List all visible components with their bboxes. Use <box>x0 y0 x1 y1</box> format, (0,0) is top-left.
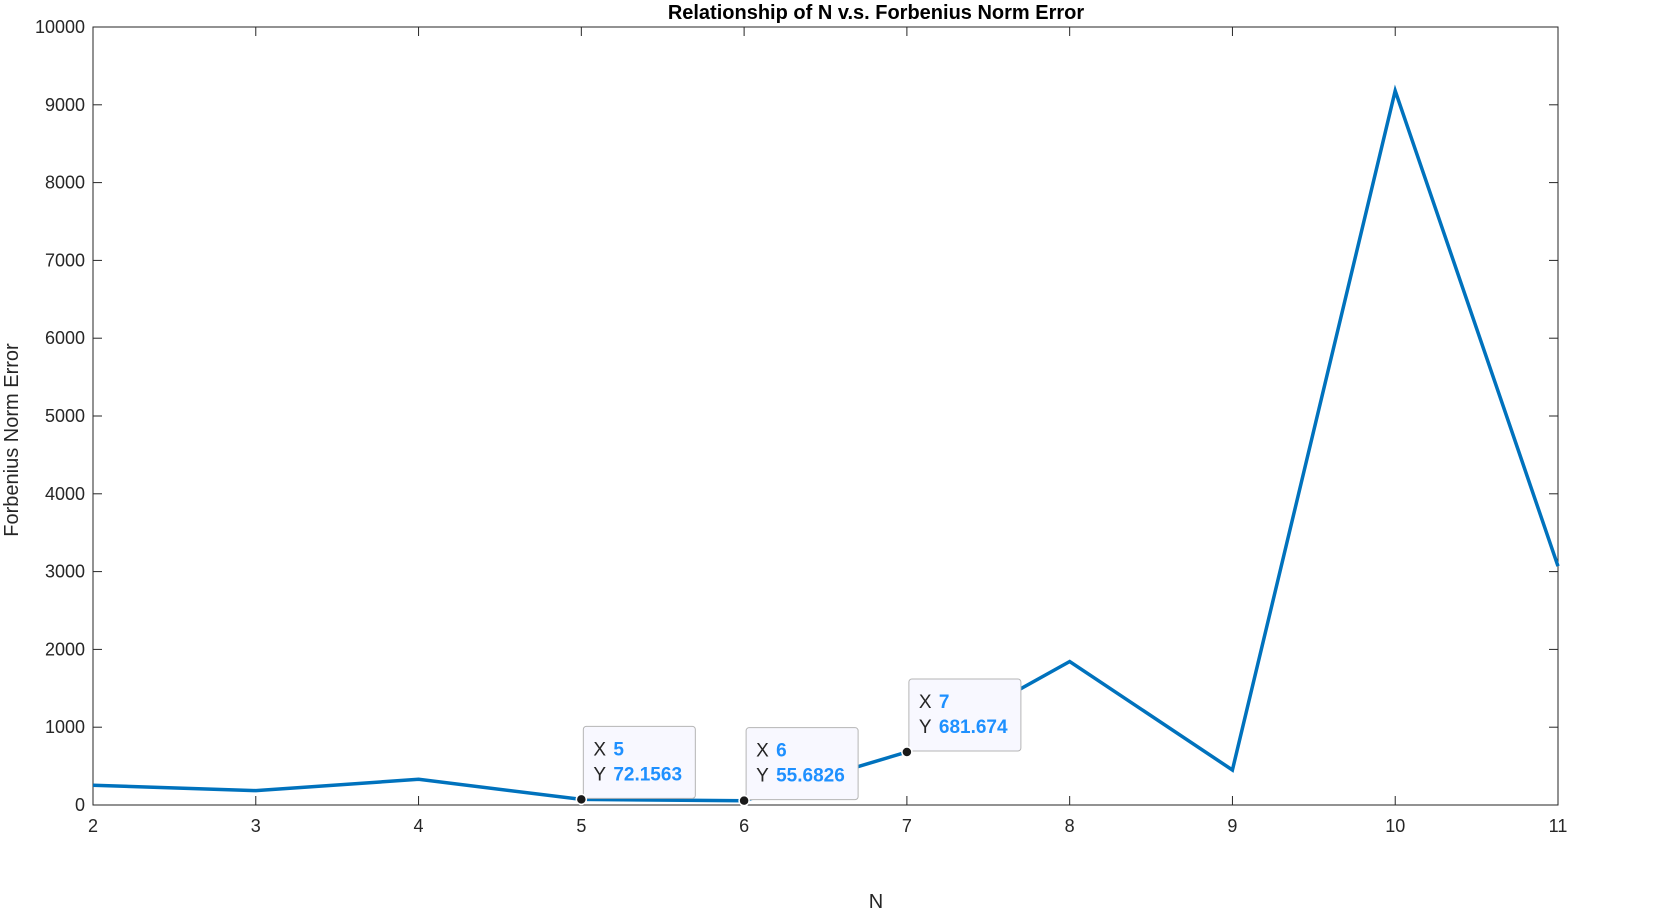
datatip-box <box>908 678 1022 752</box>
y-tick-label: 1000 <box>45 717 85 737</box>
datatip-box <box>745 727 859 801</box>
y-axis: 0 1000 2000 3000 4000 5000 6000 7000 8000 9000 100… <box>35 17 1558 815</box>
datatip-y-key: Y <box>919 717 932 738</box>
datatip-x-value: 5 <box>613 739 624 760</box>
y-tick-label: 0 <box>75 795 85 815</box>
datatip-y-value: 55.6826 <box>776 766 845 787</box>
y-tick-label: 6000 <box>45 328 85 348</box>
y-axis-title: Forbenius Norm Error <box>1 343 23 537</box>
plot-area <box>92 26 1559 806</box>
chart-title: Relationship of N v.s. Forbenius Norm Er… <box>668 2 1085 24</box>
y-tick-label: 7000 <box>45 250 85 270</box>
datatip: X 6Y 55.6826 <box>738 727 859 807</box>
x-tick-label: 9 <box>1227 816 1237 836</box>
x-axis: 2 3 4 5 6 7 8 9 10 11 <box>88 27 1567 836</box>
datatip-y-key: Y <box>756 766 769 787</box>
datatip-box <box>582 725 696 799</box>
plot-box <box>92 26 1559 806</box>
datatip-marker <box>575 793 588 806</box>
y-tick-label: 9000 <box>45 95 85 115</box>
x-tick-label: 3 <box>251 816 261 836</box>
x-tick-label: 10 <box>1385 816 1405 836</box>
datatip-x-key: X <box>593 739 606 760</box>
datatip-marker <box>901 746 913 758</box>
datatip-x-key: X <box>756 741 769 762</box>
x-axis-title: N <box>869 891 883 913</box>
y-tick-label: 8000 <box>45 173 85 193</box>
y-tick-label: 10000 <box>35 17 85 37</box>
datatip: X 5Y 72.1563 <box>575 725 696 806</box>
x-tick-label: 4 <box>414 816 424 836</box>
datatip: X 7Y 681.674 <box>901 678 1022 758</box>
datatip-y-value: 681.674 <box>939 717 1008 738</box>
x-tick-label: 5 <box>576 816 586 836</box>
y-tick-label: 4000 <box>45 484 85 504</box>
x-tick-label: 11 <box>1549 816 1568 836</box>
datatip-x-key: X <box>919 692 932 713</box>
y-tick-label: 5000 <box>45 406 85 426</box>
datatip-x-value: 6 <box>776 741 787 762</box>
datatip-y-value: 72.1563 <box>613 764 682 785</box>
datatip-y-key: Y <box>593 764 606 785</box>
datatip-x-value: 7 <box>939 692 950 713</box>
x-tick-label: 2 <box>88 816 98 836</box>
y-tick-label: 2000 <box>45 639 85 659</box>
x-tick-label: 8 <box>1065 816 1075 836</box>
y-tick-label: 3000 <box>45 562 85 582</box>
datatip-marker <box>738 794 750 807</box>
x-tick-label: 7 <box>902 816 912 836</box>
x-tick-label: 6 <box>739 816 749 836</box>
